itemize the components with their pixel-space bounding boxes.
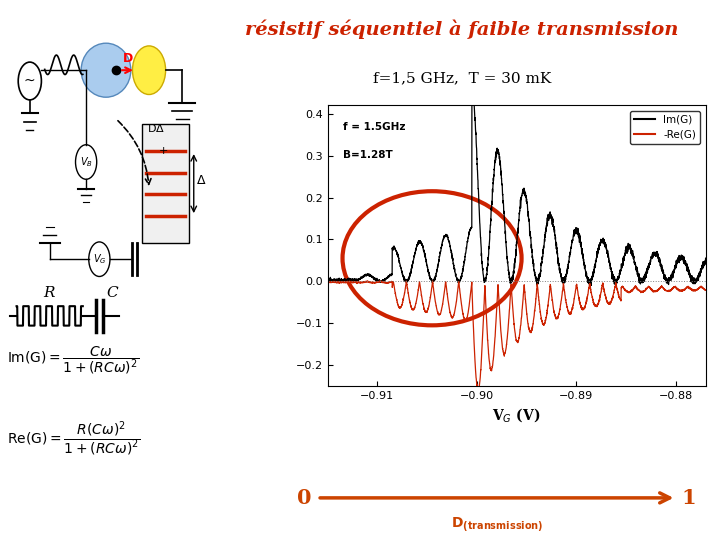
-Re(G) bbox=[366, 279, 375, 286]
Text: +: + bbox=[159, 146, 168, 156]
Im(G) bbox=[323, 277, 332, 284]
Line: -Re(G): -Re(G) bbox=[328, 281, 706, 390]
-Re(G) bbox=[485, 356, 493, 363]
-Re(G) bbox=[363, 278, 372, 284]
Ellipse shape bbox=[132, 46, 166, 94]
Text: B=1.28T: B=1.28T bbox=[343, 150, 392, 160]
Line: Im(G): Im(G) bbox=[328, 80, 706, 285]
Text: $V_G$: $V_G$ bbox=[93, 252, 106, 266]
-Re(G) bbox=[389, 278, 397, 285]
-Re(G) bbox=[653, 287, 662, 293]
Im(G) bbox=[653, 255, 662, 261]
Text: $\mathrm{Im(G)} = \dfrac{C\omega}{1+(RC\omega)^2}$: $\mathrm{Im(G)} = \dfrac{C\omega}{1+(RC\… bbox=[6, 343, 139, 376]
Im(G) bbox=[701, 255, 710, 261]
Im(G) bbox=[485, 244, 493, 251]
X-axis label: V$_G$ (V): V$_G$ (V) bbox=[492, 407, 541, 424]
Text: R: R bbox=[43, 286, 55, 300]
Im(G) bbox=[587, 282, 595, 288]
-Re(G) bbox=[701, 287, 710, 293]
Text: D$\Delta$: D$\Delta$ bbox=[148, 122, 166, 134]
Text: 1: 1 bbox=[682, 488, 696, 508]
Text: $V_B$: $V_B$ bbox=[80, 155, 93, 169]
Im(G) bbox=[468, 81, 477, 87]
Text: $\Delta$: $\Delta$ bbox=[196, 173, 207, 187]
FancyBboxPatch shape bbox=[143, 124, 189, 243]
-Re(G) bbox=[694, 285, 703, 292]
Text: f=1,5 GHz,  T = 30 mK: f=1,5 GHz, T = 30 mK bbox=[373, 71, 551, 85]
Text: C: C bbox=[106, 286, 117, 300]
Im(G) bbox=[694, 277, 703, 284]
Text: D: D bbox=[123, 52, 133, 65]
-Re(G) bbox=[323, 279, 332, 285]
Text: ~: ~ bbox=[24, 74, 35, 88]
-Re(G) bbox=[468, 305, 477, 312]
Im(G) bbox=[467, 77, 476, 83]
Text: $\mathrm{Re(G)} = \dfrac{R(C\omega)^2}{1+(RC\omega)^2}$: $\mathrm{Re(G)} = \dfrac{R(C\omega)^2}{1… bbox=[6, 419, 140, 457]
Text: résistif séquentiel à faible transmission: résistif séquentiel à faible transmissio… bbox=[246, 20, 679, 39]
Im(G) bbox=[366, 273, 375, 280]
Text: $\mathbf{D}$$_{\mathbf{(transmission)}}$: $\mathbf{D}$$_{\mathbf{(transmission)}}$ bbox=[451, 515, 543, 535]
Legend: Im(G), -Re(G): Im(G), -Re(G) bbox=[630, 111, 701, 144]
Ellipse shape bbox=[81, 43, 131, 97]
Im(G) bbox=[389, 246, 397, 252]
Text: 0: 0 bbox=[297, 488, 312, 508]
-Re(G) bbox=[473, 387, 482, 394]
Text: f = 1.5GHz: f = 1.5GHz bbox=[343, 123, 405, 132]
